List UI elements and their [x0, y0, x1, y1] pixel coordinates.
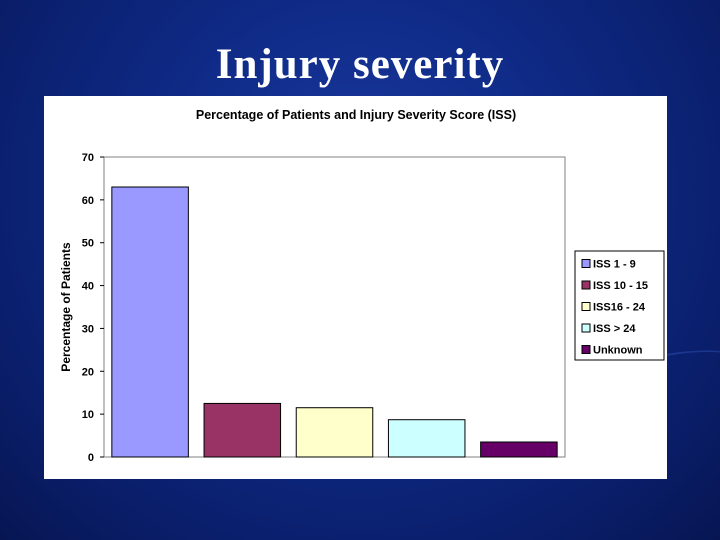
bar-3: [295, 407, 374, 458]
legend-swatch-4: [581, 323, 591, 333]
legend-label-4: ISS > 24: [593, 323, 636, 335]
y-tick-label: 10: [82, 409, 94, 421]
legend-swatch-3: [581, 302, 591, 311]
y-axis-label: Percentage of Patients: [59, 242, 73, 372]
y-tick-label: 20: [82, 366, 94, 378]
bar-2: [203, 402, 282, 458]
y-tick-label: 0: [88, 452, 94, 464]
legend-label-2: ISS 10 - 15: [593, 280, 648, 292]
legend-label-5: Unknown: [593, 345, 643, 357]
bar-chart: Percentage of Patients and Injury Severi…: [59, 108, 665, 464]
legend-label-1: ISS 1 - 9: [593, 259, 636, 271]
y-tick-label: 30: [82, 323, 94, 335]
legend-swatch-5: [581, 345, 591, 354]
chart-title: Percentage of Patients and Injury Severi…: [196, 108, 516, 122]
legend-label-3: ISS16 - 24: [593, 302, 646, 314]
y-tick-label: 60: [82, 195, 94, 207]
y-tick-label: 70: [82, 152, 94, 164]
y-tick-label: 40: [82, 281, 94, 293]
slide-title: Injury severity: [215, 41, 505, 88]
legend-swatch-1: [581, 259, 591, 268]
bar-5: [480, 441, 558, 458]
chart-panel: Percentage of Patients and Injury Severi…: [44, 96, 667, 479]
bar-4: [387, 419, 466, 458]
legend-swatch-2: [581, 280, 591, 290]
y-tick-label: 50: [82, 238, 94, 250]
bar-1: [111, 186, 189, 458]
